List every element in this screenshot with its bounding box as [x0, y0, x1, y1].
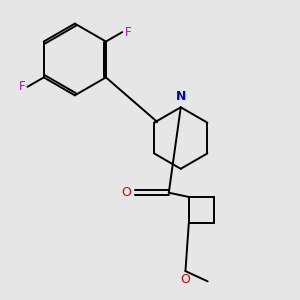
Text: O: O: [121, 186, 131, 199]
Text: O: O: [181, 273, 190, 286]
Text: F: F: [124, 26, 131, 39]
Text: N: N: [176, 90, 186, 103]
Text: F: F: [19, 80, 25, 93]
